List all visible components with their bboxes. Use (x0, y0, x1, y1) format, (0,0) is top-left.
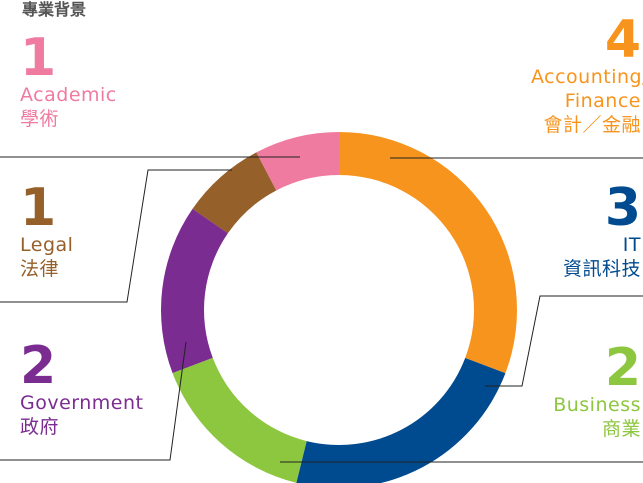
slice-label: 3 IT 資訊科技 (441, 182, 641, 282)
slice-name-zh: 會計／金融 (543, 113, 641, 136)
slice-name-zh: 政府 (20, 415, 60, 438)
slice-name-zh: 法律 (20, 257, 60, 280)
slice-name-zh: 商業 (601, 417, 641, 440)
slice-name-zh: 資訊科技 (562, 257, 641, 280)
leader-lines (0, 156, 643, 463)
leader-line (485, 295, 643, 387)
slice-value: 3 (604, 178, 641, 238)
slice-name: IT (622, 234, 641, 256)
slice-label: 2 Business 商業 (441, 342, 641, 442)
donut-slice (172, 357, 307, 483)
slice-name: Accounting/ Finance (531, 66, 643, 112)
leader-line (0, 341, 187, 461)
slice-label: 1 Academic 學術 (20, 32, 220, 132)
slice-label: 1 Legal 法律 (20, 182, 220, 282)
donut-slice (161, 208, 228, 374)
slice-value: 1 (20, 178, 57, 238)
slice-value: 1 (20, 28, 57, 88)
donut-slice (339, 132, 517, 374)
leader-line (0, 169, 232, 303)
donut-slice (192, 152, 277, 234)
slice-value: 4 (604, 10, 641, 70)
chart-title: 專業背景 (22, 0, 87, 19)
slice-label: 2 Government 政府 (20, 340, 220, 440)
donut-slice (296, 357, 506, 483)
slice-value: 2 (20, 336, 57, 396)
slice-name: Legal (20, 234, 74, 256)
slice-name: Government (20, 392, 144, 414)
slice-name-zh: 學術 (20, 107, 60, 130)
donut-slice (256, 132, 339, 191)
slice-label: 4 Accounting/ Finance 會計／金融 (441, 10, 643, 137)
slice-value: 2 (604, 338, 641, 398)
slice-name: Academic (20, 84, 117, 106)
slice-name: Business (553, 394, 641, 416)
